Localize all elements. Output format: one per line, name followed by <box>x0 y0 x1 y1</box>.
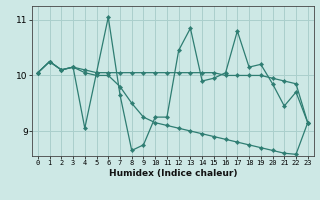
X-axis label: Humidex (Indice chaleur): Humidex (Indice chaleur) <box>108 169 237 178</box>
